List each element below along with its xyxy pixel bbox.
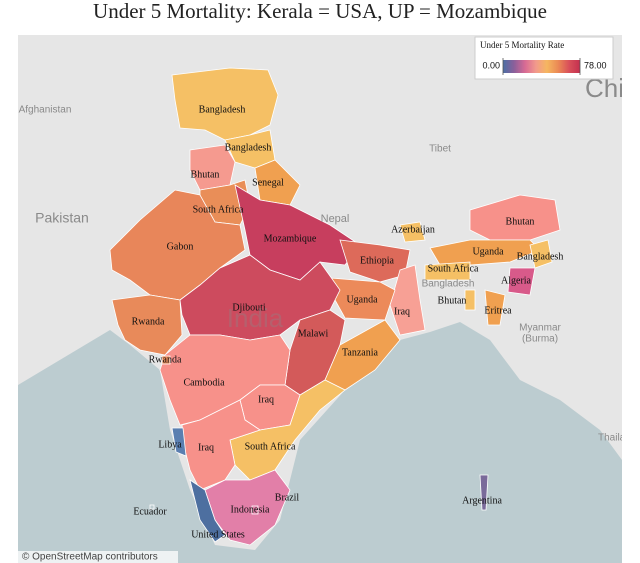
state-region [469,194,561,241]
states [109,67,561,546]
state-region [161,355,171,365]
region-label: Algeria [501,275,532,286]
place-label: Myanmar [519,323,561,334]
attribution: © OpenStreetMap contributors [22,552,158,563]
region-label: Ecuador [133,506,167,517]
region-label: South Africa [245,441,296,452]
place-label: Afghanistan [19,105,72,116]
state-region [424,261,471,281]
region-label: Libya [158,439,182,450]
state-region [171,427,187,457]
state-region [254,159,301,206]
map-area: Bangladesh Bangladesh Bhutan Senegal South A… [18,35,636,563]
state-region [529,239,553,269]
state-region [464,289,476,311]
region-label: Rwanda [132,316,165,327]
state-region [479,474,489,511]
region-label: Tanzania [342,347,379,358]
region-label: Eritrea [484,305,512,316]
legend-title: Under 5 Mortality Rate [480,40,564,50]
legend: Under 5 Mortality Rate 0.00 78.00 [474,36,614,80]
region-label: Bangladesh [199,104,246,115]
place-label: Thailand [598,433,636,444]
place-label: (Burma) [522,334,558,345]
region-label: Bangladesh [517,251,564,262]
map-title: Under 5 Mortality: Kerala = USA, UP = Mo… [93,0,547,23]
place-label: Bangladesh [422,279,475,290]
region-label: Djibouti [232,302,266,313]
region-label: Malawi [298,328,329,339]
state-region [234,184,361,281]
state-region [189,479,226,543]
place-label: Pakistan [35,210,89,226]
region-label: Mozambique [264,233,317,244]
region-label: United States [191,529,245,540]
region-label: South Africa [428,263,479,274]
region-label: South Africa [193,204,244,215]
legend-tick-label: 0.00 [482,60,500,70]
state-region [251,505,259,515]
region-label: Bangladesh [225,142,272,153]
legend-tick-label: 78.00 [584,60,607,70]
region-label: Bhutan [438,295,467,306]
region-label: Senegal [252,177,284,188]
region-label: Ethiopia [360,255,394,266]
place-label: Tibet [429,144,451,155]
region-label: Azerbaijan [391,224,435,235]
state-region [229,379,346,481]
region-label: Iraq [198,442,214,453]
water [18,322,622,563]
region-label: Rwanda [149,354,182,365]
region-label: Argentina [462,495,502,506]
region-label: Uganda [346,294,378,305]
region-label: Bhutan [506,216,535,227]
region-label: Brazil [275,492,300,503]
place-label: India [227,303,284,333]
attribution-bg [18,551,178,563]
region-label: Indonesia [231,504,270,515]
state-region [399,221,426,243]
region-label: Cambodia [183,377,225,388]
state-region [181,399,261,491]
region-label: Uganda [472,246,504,257]
state-region [149,504,155,510]
region-label: Bhutan [191,169,220,180]
region-label: Gabon [167,241,194,252]
region-label: Iraq [258,394,274,405]
state-region [484,289,506,326]
region-label: Iraq [394,306,410,317]
legend-gradient [503,60,580,73]
labels: Bangladesh Bangladesh Bhutan Senegal South A… [19,73,636,540]
state-region [507,267,536,296]
state-region [109,189,246,301]
place-label: Nepal [321,213,350,225]
